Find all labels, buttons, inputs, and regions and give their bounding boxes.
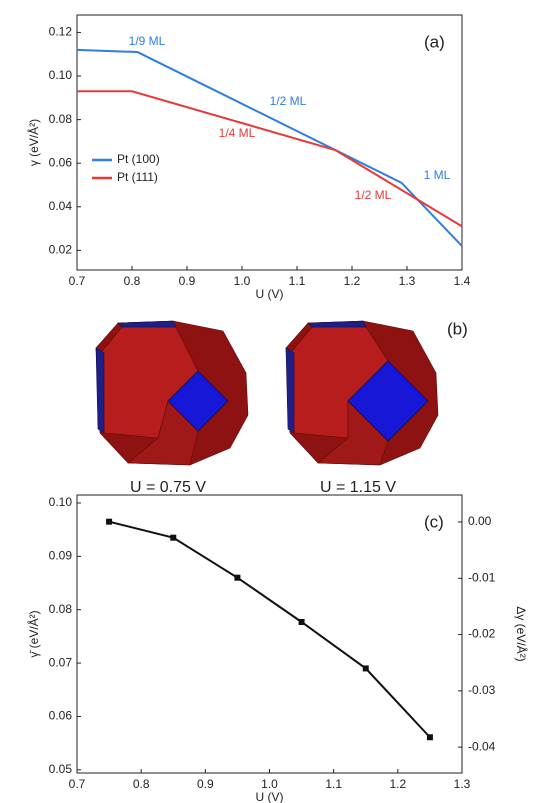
marker bbox=[234, 574, 241, 581]
y-tick-label: 0.06 bbox=[49, 709, 73, 723]
y-tick-label: 0.06 bbox=[49, 155, 73, 169]
series-line bbox=[108, 520, 431, 738]
x-tick-label: 1.2 bbox=[389, 777, 406, 791]
face bbox=[347, 360, 429, 442]
panel-label: (b) bbox=[447, 319, 468, 338]
marker bbox=[298, 618, 305, 625]
y-tick-label: 0.07 bbox=[49, 655, 73, 669]
x-tick-label: 0.7 bbox=[69, 274, 86, 288]
panel-label: (c) bbox=[424, 512, 444, 531]
face bbox=[317, 400, 389, 466]
x-tick-label: 1.0 bbox=[261, 777, 278, 791]
x-tick-label: 1.4 bbox=[454, 274, 471, 288]
plot-frame bbox=[76, 14, 463, 271]
caption: U = 0.75 V bbox=[130, 479, 206, 496]
x-tick-label: 0.7 bbox=[69, 777, 86, 791]
x-tick-label: 1.2 bbox=[344, 274, 361, 288]
y-tick-label: 0.05 bbox=[49, 762, 73, 776]
series-line bbox=[76, 48, 463, 247]
x-axis-label: U (V) bbox=[256, 287, 284, 301]
x-tick-label: 0.9 bbox=[179, 274, 196, 288]
panel-label: (a) bbox=[424, 32, 445, 51]
x-tick-label: 1.1 bbox=[325, 777, 342, 791]
annotation: 1/2 ML bbox=[270, 94, 307, 108]
polyhedra bbox=[95, 320, 439, 466]
y2-tick-label: -0.02 bbox=[468, 627, 496, 641]
face bbox=[127, 400, 199, 466]
legend-label: Pt (111) bbox=[117, 170, 158, 184]
y-tick-label: 0.10 bbox=[49, 495, 73, 509]
y2-tick-label: -0.04 bbox=[468, 739, 496, 753]
x-tick-label: 1.3 bbox=[454, 777, 471, 791]
y-tick-label: 0.04 bbox=[49, 199, 73, 213]
y-tick-label: 0.09 bbox=[49, 549, 73, 563]
marker bbox=[106, 518, 113, 525]
y-tick-label: 0.10 bbox=[49, 68, 73, 82]
plot-frame bbox=[76, 494, 463, 774]
annotation: 1/2 ML bbox=[355, 188, 392, 202]
annotation: 1/9 ML bbox=[129, 34, 166, 48]
caption: U = 1.15 V bbox=[320, 479, 396, 496]
legend-label: Pt (100) bbox=[117, 152, 160, 166]
y2-tick-label: 0.00 bbox=[468, 514, 492, 528]
marker bbox=[170, 534, 177, 541]
annotation: 1/4 ML bbox=[219, 126, 256, 140]
face bbox=[307, 320, 367, 328]
y2-tick-label: -0.01 bbox=[468, 570, 496, 584]
x-tick-label: 1.3 bbox=[399, 274, 416, 288]
annotation: 1 ML bbox=[424, 168, 451, 182]
y-tick-label: 0.02 bbox=[49, 243, 73, 257]
x-axis-label: U (V) bbox=[256, 790, 284, 803]
y2-axis-label: Δγ (eV/Å²) bbox=[514, 606, 529, 661]
y-tick-label: 0.08 bbox=[49, 602, 73, 616]
face bbox=[95, 347, 105, 434]
x-tick-label: 0.8 bbox=[124, 274, 141, 288]
y-axis-label: γ (eV/Å²) bbox=[26, 119, 41, 166]
face bbox=[167, 370, 229, 432]
y-tick-label: 0.08 bbox=[49, 112, 73, 126]
y2-tick-label: -0.03 bbox=[468, 683, 496, 697]
x-tick-label: 0.8 bbox=[133, 777, 150, 791]
marker bbox=[426, 734, 433, 741]
y-axis-label: γ̄ (eV/Å²) bbox=[26, 610, 41, 657]
marker bbox=[362, 665, 369, 672]
face bbox=[117, 320, 177, 328]
x-tick-label: 0.9 bbox=[197, 777, 214, 791]
series-line bbox=[77, 90, 463, 228]
face bbox=[285, 347, 295, 434]
x-tick-label: 1.0 bbox=[234, 274, 251, 288]
x-tick-label: 1.1 bbox=[289, 274, 306, 288]
y-tick-label: 0.12 bbox=[49, 25, 73, 39]
